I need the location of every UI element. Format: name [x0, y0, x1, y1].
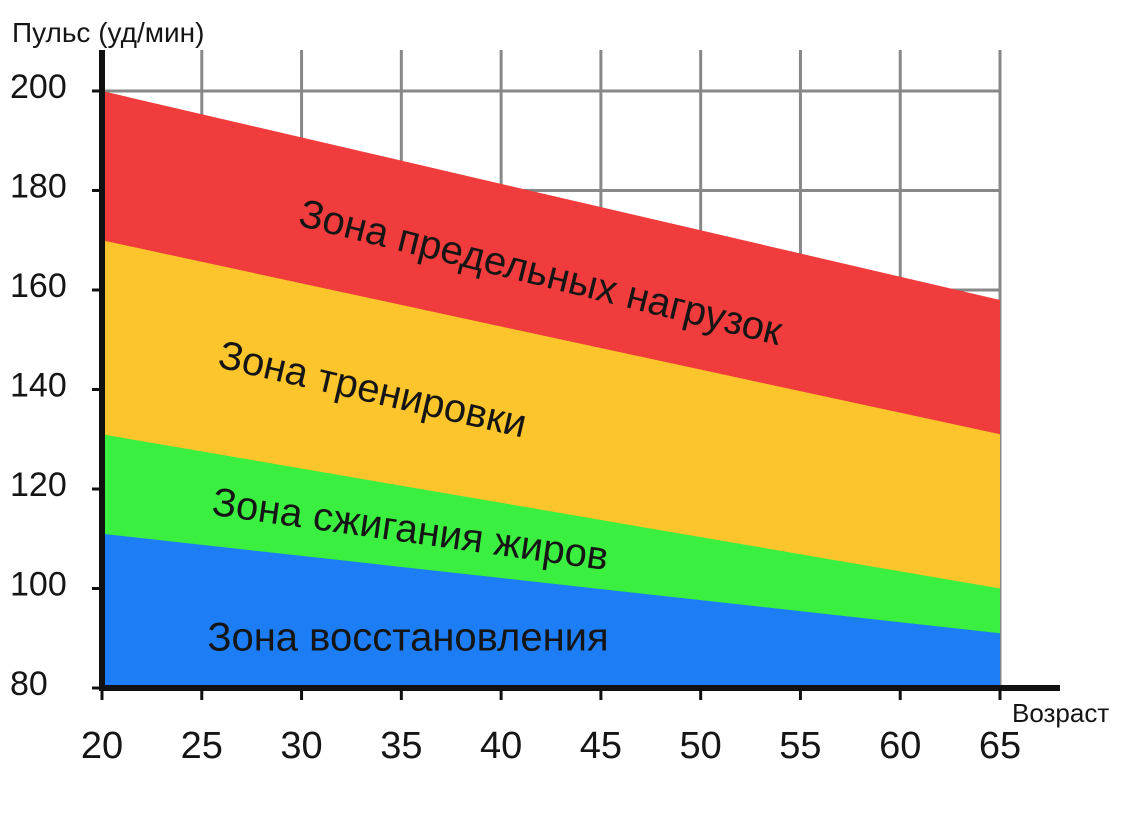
x-tick-label: 20 — [81, 725, 123, 767]
x-tick-label: 45 — [580, 725, 622, 767]
y-axis-title: Пульс (уд/мин) — [12, 17, 204, 48]
x-tick-label: 60 — [879, 725, 921, 767]
y-tick-label: 100 — [10, 565, 67, 603]
x-tick-label: 65 — [979, 725, 1021, 767]
x-tick-label: 55 — [779, 725, 821, 767]
y-tick-label: 160 — [10, 267, 67, 305]
y-tick-label: 180 — [10, 167, 67, 205]
x-tick-label: 50 — [680, 725, 722, 767]
x-tick-label: 35 — [380, 725, 422, 767]
x-tick-label: 25 — [181, 725, 223, 767]
x-axis-title: Возраст — [1012, 698, 1109, 728]
y-tick-label: 200 — [10, 68, 67, 106]
x-tick-label: 30 — [280, 725, 322, 767]
y-tick-label: 120 — [10, 466, 67, 504]
x-tick-label: 40 — [480, 725, 522, 767]
y-tick-label: 80 — [10, 665, 48, 703]
zone-area — [102, 533, 1000, 688]
y-tick-label: 140 — [10, 366, 67, 404]
zone-label: Зона восстановления — [207, 616, 608, 660]
